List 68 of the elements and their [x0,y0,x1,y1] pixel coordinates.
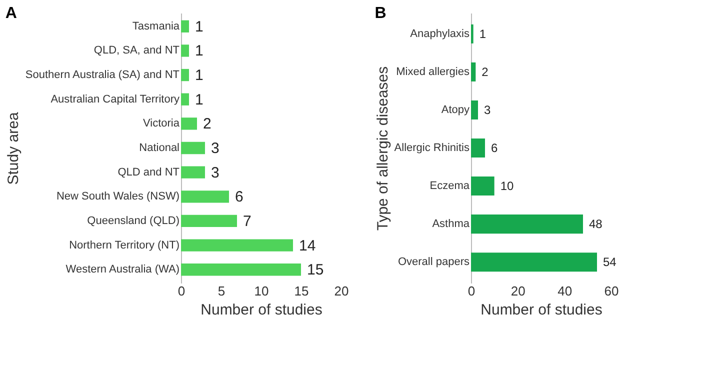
data-label: 15 [307,262,324,279]
y-tick-label: Australian Capital Territory [50,93,180,106]
text: A [5,5,18,22]
data-label: 6 [235,188,244,206]
y-axis-title: Study area [4,112,22,185]
y-tick-label: National [139,142,180,154]
bar [181,93,189,106]
x-tick-label: 20 [510,284,526,298]
data-label: 3 [484,102,491,117]
data-label: 3 [211,164,220,182]
x-tick-label: 60 [604,284,619,298]
x-axis-title: Number of studies [200,302,322,318]
y-tick-label: Southern Australia (SA) and NT [25,69,180,82]
bar [181,264,301,276]
x-tick-label: 20 [334,284,349,298]
bar [181,68,189,82]
y-tick-label: QLD, SA, and NT [94,44,180,57]
bar [471,62,476,82]
y-tick-label: Allergic Rhinitis [394,142,470,154]
y-tick-label: QLD and NT [118,166,180,178]
y-tick-label: Overall papers [398,256,470,268]
data-label: 14 [299,237,316,254]
x-axis-title: Number of studies [480,302,602,318]
y-axis-title: Type of allergic diseases [374,66,392,231]
x-tick-label: 10 [254,284,269,298]
x-tick-label: 0 [178,284,186,298]
bar [471,138,485,158]
bar [181,118,197,130]
bar [471,176,494,196]
y-tick-label: Tasmania [132,20,180,32]
data-label: 1 [195,67,204,84]
y-tick-label: Eczema [430,180,470,192]
bar [471,252,597,272]
y-tick-label: Northern Territory (NT) [69,239,180,252]
bar [181,166,205,178]
data-label: 1 [195,91,204,108]
bar [181,142,205,154]
x-tick-label: 5 [218,284,226,298]
bar [181,190,229,203]
y-tick-label: Anaphylaxis [410,28,470,40]
y-tick-label: Queensland (QLD) [87,214,180,227]
data-label: 2 [482,64,489,79]
data-label: 2 [203,116,212,133]
data-label: 6 [491,141,498,155]
bar [181,239,293,252]
bar [471,100,478,120]
data-label: 10 [500,179,514,194]
data-label: 3 [211,140,220,157]
y-tick-label: Atopy [441,104,470,116]
data-label: 54 [603,255,617,270]
x-tick-label: 0 [468,284,476,298]
bar [181,20,189,32]
data-label: 1 [195,18,204,36]
y-tick-label: Victoria [143,118,180,130]
data-label: 1 [195,42,204,60]
bar [471,214,583,234]
y-tick-label: New South Wales (NSW) [56,190,180,203]
bar [181,44,189,57]
y-tick-label: Asthma [432,218,470,230]
y-tick-label: Mixed allergies [396,66,470,78]
bar [181,214,237,228]
data-label: 7 [243,212,252,230]
x-tick-label: 40 [558,284,572,298]
chart-title: B [374,5,386,22]
data-label: 1 [479,26,486,41]
y-tick-label: Western Australia (WA) [66,264,180,276]
x-tick-label: 15 [294,284,309,298]
data-label: 48 [589,217,603,232]
